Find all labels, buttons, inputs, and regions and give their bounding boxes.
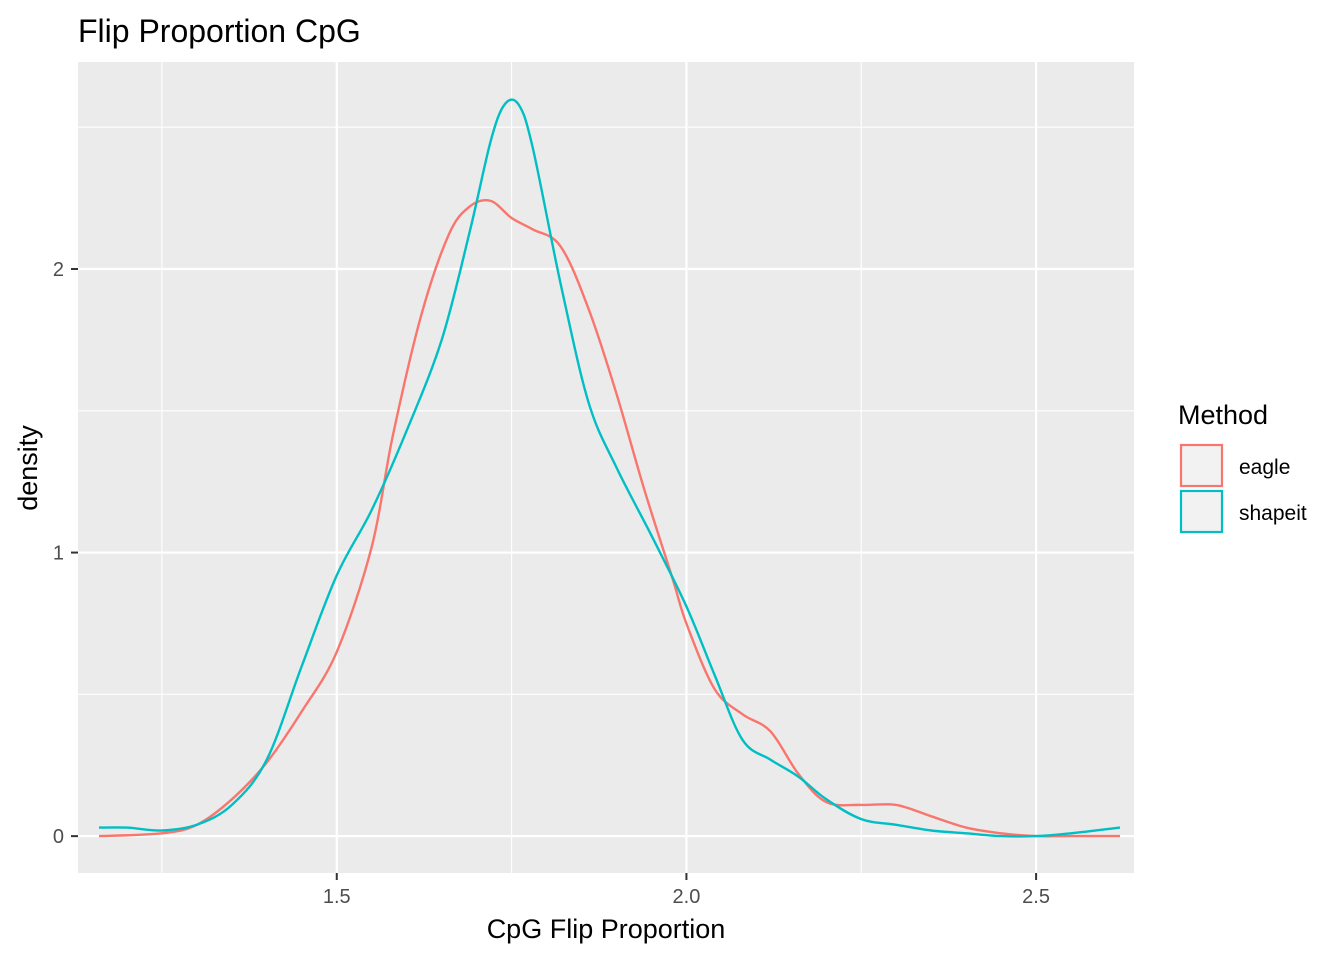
x-tick-label: 1.5 (323, 886, 351, 908)
y-tick-label: 1 (53, 543, 64, 565)
legend-key-shapeit (1179, 489, 1224, 534)
legend-label-eagle: eagle (1239, 456, 1290, 479)
series-line-shapeit (98, 98, 1121, 838)
y-axis-title: density (13, 425, 43, 511)
series-lines (98, 98, 1121, 838)
x-tick-label: 2.0 (673, 886, 701, 908)
legend-title: Method (1178, 400, 1268, 430)
legend-key-eagle (1179, 443, 1224, 488)
chart-title: Flip Proportion CpG (78, 13, 361, 49)
legend-label-shapeit: shapeit (1239, 502, 1307, 525)
x-tick-label: 2.5 (1022, 886, 1050, 908)
grid-lines (78, 62, 1134, 873)
plot-panel (78, 62, 1134, 873)
series-line-eagle (98, 199, 1120, 838)
axes: 1.5 2.0 2.5 0 1 2 (53, 259, 1050, 908)
x-axis-title: CpG Flip Proportion (487, 914, 726, 944)
y-tick-label: 0 (53, 826, 64, 848)
y-tick-label: 2 (53, 259, 64, 281)
legend: Method eagle shapeit (1178, 400, 1307, 534)
